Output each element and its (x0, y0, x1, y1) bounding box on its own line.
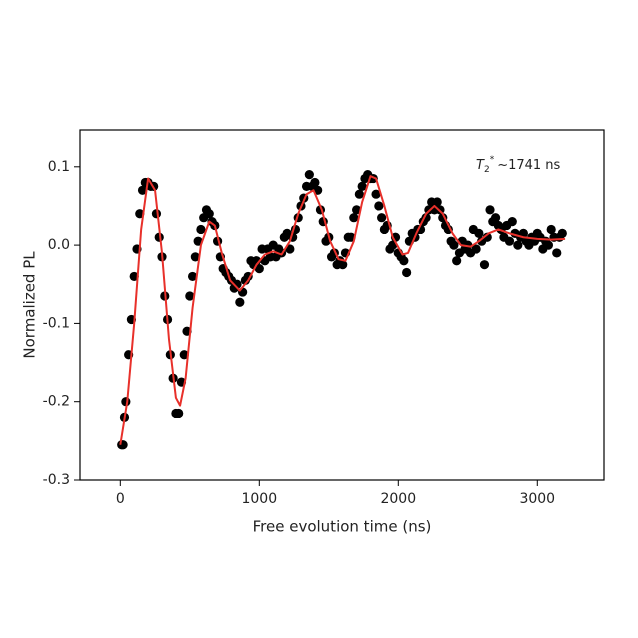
y-tick-label: -0.1 (43, 315, 70, 331)
annotation: T2* ~1741 ns (476, 155, 561, 175)
data-point (557, 228, 567, 238)
data-point (479, 260, 490, 270)
x-tick-label: 2000 (380, 491, 416, 507)
data-point (504, 236, 515, 246)
data-point (304, 170, 314, 180)
data-point (490, 213, 501, 223)
data-point (204, 209, 214, 219)
data-point (432, 197, 442, 207)
data-point (185, 291, 195, 301)
y-tick-label: 0.1 (48, 159, 70, 175)
data-point (190, 252, 200, 262)
y-tick-label: -0.2 (43, 394, 70, 410)
data-point (452, 256, 462, 266)
data-point (129, 271, 139, 282)
annotation-subscript: 2 (484, 165, 490, 175)
fit-line (119, 175, 566, 445)
data-point (552, 248, 562, 258)
data-point (179, 350, 189, 360)
data-point (349, 213, 359, 223)
data-point (137, 185, 148, 195)
annotation-text: ~1741 ns (497, 158, 560, 173)
data-point (187, 271, 198, 282)
data-point (174, 408, 184, 419)
data-point (338, 260, 348, 270)
x-tick-label: 0 (116, 491, 125, 507)
data-point (482, 232, 492, 242)
data-point (196, 224, 206, 235)
data-point (310, 177, 320, 188)
annotation-symbol: T (476, 158, 485, 173)
data-point (507, 217, 517, 227)
x-tick-label: 1000 (241, 491, 277, 507)
data-point (254, 263, 264, 274)
data-point (351, 205, 362, 215)
y-tick-label: -0.3 (43, 472, 70, 488)
data-point (546, 224, 556, 235)
data-point (402, 267, 412, 278)
data-point (371, 189, 381, 199)
data-point (399, 256, 409, 266)
x-tick-label: 3000 (519, 491, 555, 507)
data-point (471, 244, 481, 254)
data-point (543, 240, 554, 250)
data-point (449, 240, 459, 250)
data-point (377, 213, 387, 223)
data-point (374, 201, 384, 211)
y-tick-label: 0.0 (48, 237, 70, 253)
data-point (354, 189, 364, 199)
data-point (357, 181, 367, 191)
plot-frame (79, 129, 605, 481)
data-point (474, 228, 484, 238)
data-point (485, 205, 495, 215)
data-point (235, 297, 245, 307)
annotation-superscript: * (490, 155, 495, 165)
x-axis-label: Free evolution time (ns) (253, 518, 432, 536)
data-point (513, 240, 523, 250)
y-axis-label: Normalized PL (21, 251, 39, 359)
